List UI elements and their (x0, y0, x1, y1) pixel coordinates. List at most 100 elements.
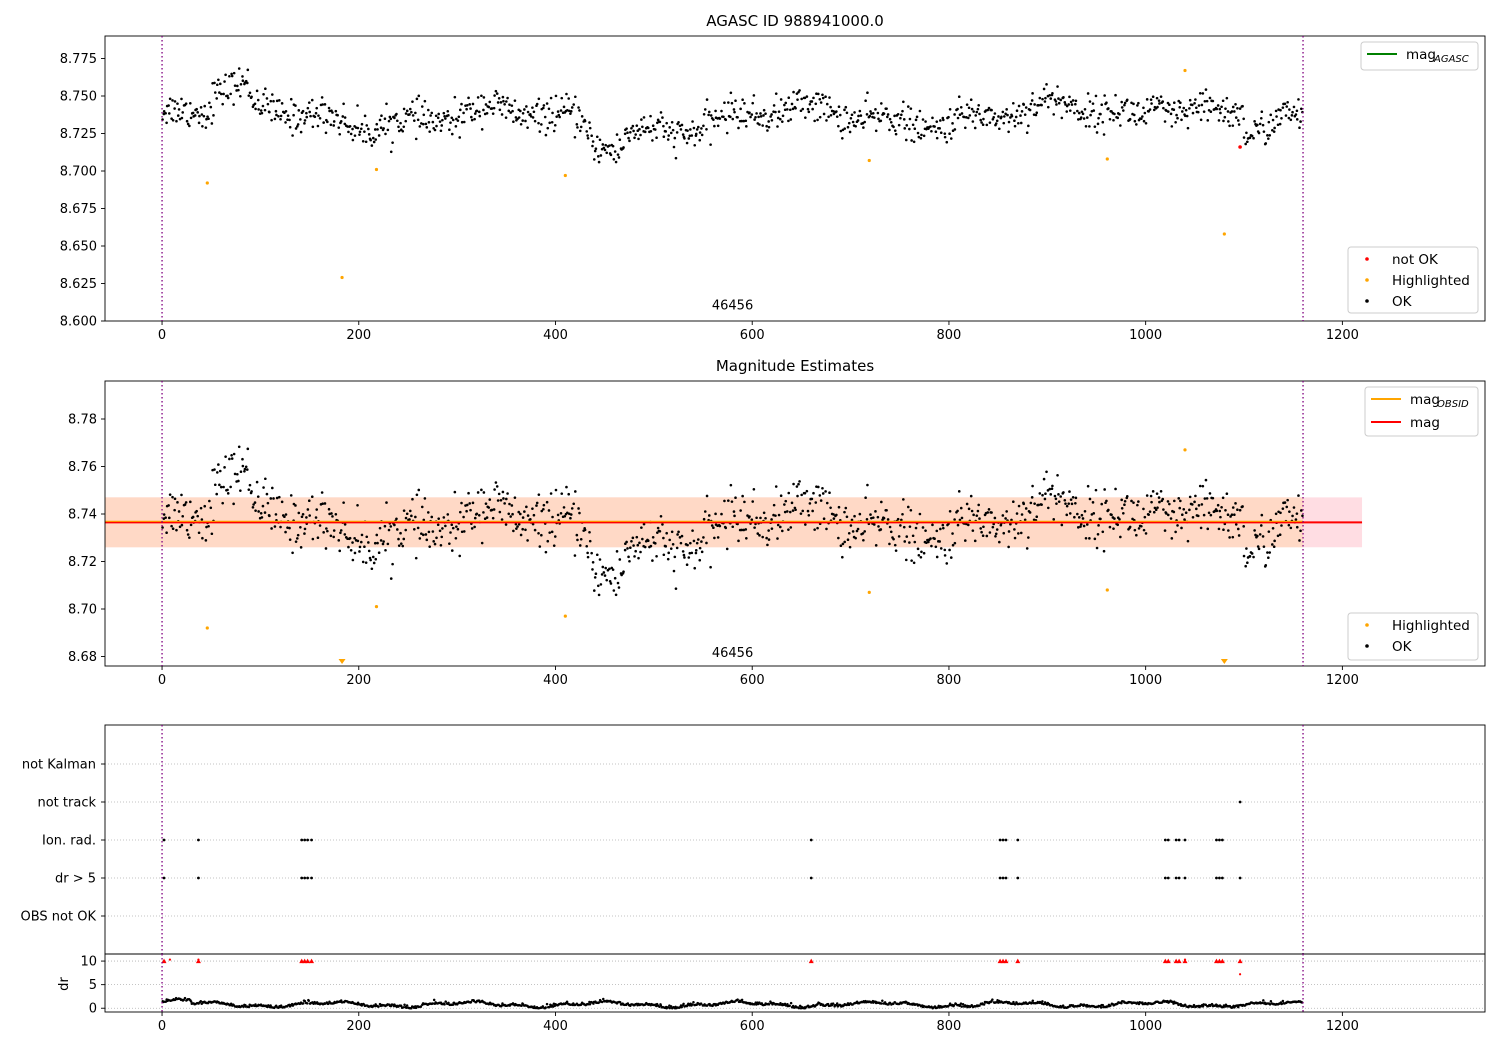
ok-point (734, 496, 737, 500)
ok-point (175, 528, 178, 532)
ok-point (672, 145, 676, 149)
ok-point (601, 565, 605, 569)
ok-point (526, 514, 530, 517)
ok-point (332, 529, 336, 532)
ok-point (385, 501, 388, 504)
ok-point (765, 536, 768, 540)
ok-point (515, 527, 518, 530)
dr-outlier-point (1183, 958, 1187, 961)
ok-point (468, 502, 471, 505)
ok-point (953, 128, 957, 131)
ok-point (1001, 514, 1005, 517)
ok-point (1060, 523, 1064, 527)
dr-point (444, 1000, 447, 1003)
ok-point (832, 513, 835, 516)
ok-point (733, 110, 736, 114)
ok-point (1242, 136, 1246, 139)
ok-point (537, 121, 540, 125)
ok-point (635, 124, 639, 127)
ok-point (731, 525, 735, 529)
dr-point (961, 1003, 965, 1006)
ok-point (585, 544, 589, 548)
ok-point (167, 104, 170, 107)
ok-point (886, 115, 889, 119)
ok-point (195, 107, 198, 111)
ok-point (618, 138, 622, 142)
ok-point (399, 121, 402, 125)
ok-point (1118, 517, 1121, 521)
ok-point (1027, 124, 1030, 128)
ok-point (595, 135, 599, 139)
ok-point (448, 128, 451, 132)
ok-point (1057, 101, 1061, 105)
dr-point (1172, 1002, 1175, 1005)
ok-point (920, 133, 923, 137)
ok-point (1068, 512, 1072, 515)
ok-point (199, 506, 203, 510)
ok-point (501, 490, 505, 494)
ok-point (418, 537, 422, 540)
ok-point (422, 518, 426, 522)
dr-point (419, 1005, 423, 1008)
ok-point (567, 109, 571, 113)
ok-point (1208, 96, 1212, 100)
ok-point (512, 120, 515, 123)
ok-point (731, 117, 735, 121)
ok-point (653, 128, 657, 131)
ok-point (393, 523, 396, 527)
dr-point (403, 1003, 406, 1007)
legend-label: not OK (1392, 252, 1439, 268)
ok-point (1294, 518, 1298, 521)
ok-point (1286, 498, 1289, 502)
ok-point (431, 530, 435, 533)
ok-point (945, 140, 949, 144)
ok-point (748, 515, 751, 518)
ok-point (573, 554, 577, 557)
ok-point (371, 136, 375, 140)
ok-point (197, 121, 201, 125)
ok-point (1067, 502, 1071, 505)
ok-point (442, 516, 446, 519)
ok-point (767, 120, 770, 123)
ok-point (1023, 518, 1027, 522)
ok-point (626, 131, 629, 135)
ok-point (985, 534, 989, 538)
ok-point (325, 527, 328, 530)
ok-point (416, 526, 420, 530)
ok-point (1278, 533, 1282, 537)
ok-point (526, 126, 529, 129)
ok-point (291, 551, 294, 555)
ok-point (879, 119, 883, 123)
ok-point (519, 533, 523, 537)
ok-point (945, 562, 949, 565)
ok-point (790, 102, 794, 106)
ok-point (289, 97, 293, 101)
ok-point (332, 120, 336, 123)
ok-point (683, 137, 686, 140)
ok-point (1045, 83, 1048, 86)
ok-point (1285, 105, 1289, 108)
ok-point (888, 128, 891, 132)
ok-point (616, 153, 620, 156)
ok-point (505, 497, 508, 501)
ok-point (819, 101, 823, 104)
ok-point (297, 511, 301, 515)
ok-point (779, 98, 783, 101)
ok-point (554, 488, 558, 492)
dr-point (602, 997, 605, 1001)
ok-point (542, 106, 545, 110)
ok-point (436, 523, 440, 527)
ok-point (643, 545, 647, 549)
y-tick-label: 0 (89, 1002, 97, 1017)
ok-point (270, 118, 273, 122)
ok-point (1133, 528, 1137, 532)
ok-point (196, 514, 200, 518)
ok-point (880, 102, 883, 105)
legend-marker (1365, 278, 1369, 282)
ok-point (303, 532, 306, 535)
ok-point (504, 523, 508, 526)
ok-point (1120, 506, 1124, 510)
ok-point (1169, 112, 1173, 116)
ok-point (1215, 107, 1219, 111)
